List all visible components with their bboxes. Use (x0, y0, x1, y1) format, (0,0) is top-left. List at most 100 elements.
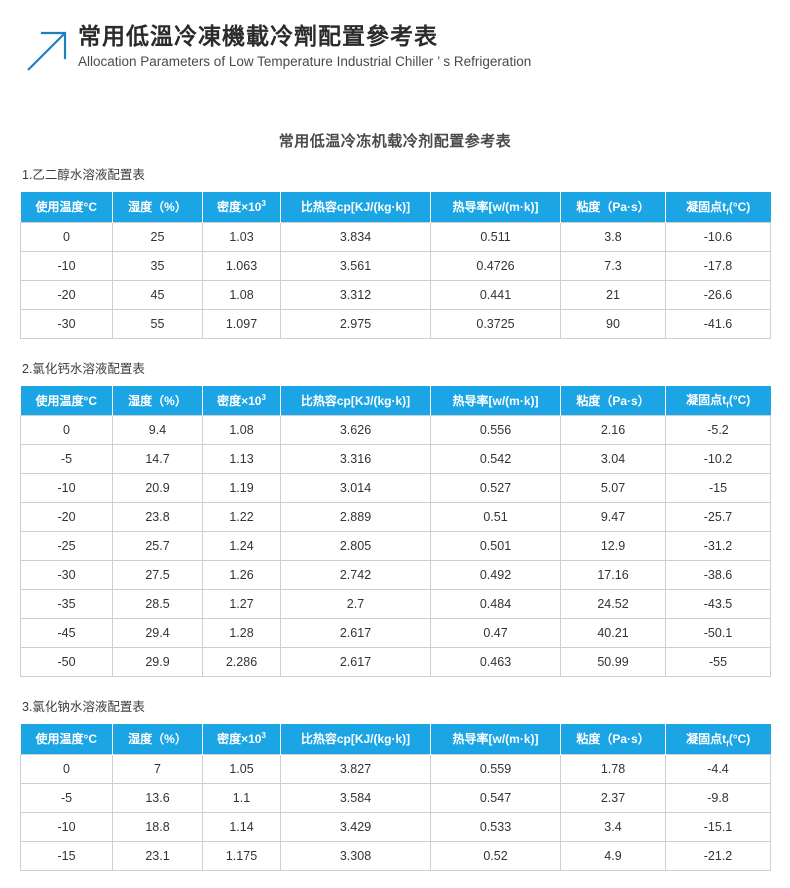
table-cell: 1.28 (202, 618, 281, 648)
table-cell: 0.501 (430, 531, 561, 561)
table-row: 0 7 1.05 3.827 0.559 1.78 -4.4 (20, 753, 771, 784)
table-cell: 1.19 (202, 473, 281, 503)
table-cell: 27.5 (112, 560, 203, 590)
table-cell: -25.7 (665, 502, 771, 532)
col-header-specific-heat: 比热容cp[KJ/(kg·k)] (280, 724, 431, 754)
table-cell: 1.22 (202, 502, 281, 532)
table-cell: 3.316 (280, 444, 431, 474)
table-cell: 18.8 (112, 811, 203, 842)
table-row: 0 9.4 1.08 3.626 0.556 2.16 -5.2 (20, 415, 771, 445)
section-label: 2.氯化钙水溶液配置表 (22, 361, 145, 376)
table-cell: 1.24 (202, 531, 281, 561)
section-calcium-chloride: 2.氯化钙水溶液配置表 使用温度°C 湿度（%） 密度×103 比热容cp[KJ… (20, 361, 771, 677)
table-cell: 3.308 (280, 840, 431, 871)
table-cell: 1.08 (202, 415, 281, 445)
table-cell: 0.542 (430, 444, 561, 474)
table-cell: 1.1 (202, 782, 281, 813)
table-cell: 17.16 (560, 560, 666, 590)
page-title: 常用低温冷冻机载冷剂配置参考表 (278, 133, 512, 150)
table-cell: -21.2 (665, 840, 771, 871)
table-cell: -31.2 (665, 531, 771, 561)
table-cell: 2.7 (280, 589, 431, 619)
table-cell: -25 (20, 531, 113, 561)
table-row: -10 35 1.063 3.561 0.4726 7.3 -17.8 (20, 250, 771, 281)
col-header-freezing-point: 凝固点tf(°C) (665, 385, 771, 416)
table-cell: 0.492 (430, 560, 561, 590)
table-cell: -43.5 (665, 589, 771, 619)
table-cell: 0 (20, 221, 113, 252)
table-cell: 3.04 (560, 444, 666, 474)
table-row: -30 55 1.097 2.975 0.3725 90 -41.6 (20, 308, 771, 339)
section-sodium-chloride: 3.氯化钠水溶液配置表 使用温度°C 湿度（%） 密度×103 比热容cp[KJ… (20, 699, 771, 871)
table-cell: 2.889 (280, 502, 431, 532)
table-cell: 0.4726 (430, 250, 561, 281)
col-header-density: 密度×103 (202, 192, 281, 222)
table-cell: -35 (20, 589, 113, 619)
table-cell: 0 (20, 753, 113, 784)
col-header-density-exponent: 3 (261, 199, 266, 209)
arrow-up-right-icon (22, 24, 74, 76)
col-header-density-base: 密度×10 (217, 200, 262, 215)
table-cell: -5 (20, 444, 113, 474)
section-ethylene-glycol: 1.乙二醇水溶液配置表 使用温度°C 湿度（%） 密度×103 比热容cp[KJ… (20, 167, 771, 339)
col-header-freezing-point-pre: 凝固点t (686, 731, 727, 746)
table-cell: -20 (20, 502, 113, 532)
table-cell: 2.805 (280, 531, 431, 561)
table-cell: 0.51 (430, 502, 561, 532)
table-cell: -17.8 (665, 250, 771, 281)
table-cell: -10 (20, 250, 113, 281)
header-title-en: Allocation Parameters of Low Temperature… (78, 54, 532, 69)
table-cell: 3.626 (280, 415, 431, 445)
table-cell: -5 (20, 782, 113, 813)
table-row: -20 45 1.08 3.312 0.441 21 -26.6 (20, 279, 771, 310)
table-cell: 1.097 (202, 308, 281, 339)
table-cell: 9.4 (112, 415, 203, 445)
table-cell: 23.8 (112, 502, 203, 532)
table-cell: 2.975 (280, 308, 431, 339)
table-cell: 12.9 (560, 531, 666, 561)
table-cell: 2.742 (280, 560, 431, 590)
col-header-freezing-point-post: (°C) (728, 731, 751, 746)
table-cell: 40.21 (560, 618, 666, 648)
col-header-specific-heat: 比热容cp[KJ/(kg·k)] (280, 385, 431, 416)
table-cell: 0.559 (430, 753, 561, 784)
col-header-viscosity: 粘度（Pa·s） (560, 385, 666, 416)
table-cell: 0.47 (430, 618, 561, 648)
table-cell: -30 (20, 560, 113, 590)
table-cell: 0.484 (430, 589, 561, 619)
table-cell: 2.37 (560, 782, 666, 813)
table-row: -25 25.7 1.24 2.805 0.501 12.9 -31.2 (20, 531, 771, 561)
table-cell: -38.6 (665, 560, 771, 590)
table-cell: -55 (665, 647, 771, 677)
table-cell: 3.561 (280, 250, 431, 281)
col-header-density: 密度×103 (202, 724, 281, 754)
table-cell: 13.6 (112, 782, 203, 813)
table-row: -35 28.5 1.27 2.7 0.484 24.52 -43.5 (20, 589, 771, 619)
table-cell: 1.26 (202, 560, 281, 590)
col-header-thermal-conductivity: 热导率[w/(m·k)] (430, 724, 561, 754)
table-ethylene-glycol: 使用温度°C 湿度（%） 密度×103 比热容cp[KJ/(kg·k)] 热导率… (20, 192, 771, 339)
col-header-specific-heat: 比热容cp[KJ/(kg·k)] (280, 192, 431, 222)
table-cell: 1.27 (202, 589, 281, 619)
col-header-humidity: 湿度（%） (112, 192, 203, 222)
table-cell: 25.7 (112, 531, 203, 561)
table-cell: 1.08 (202, 279, 281, 310)
table-header-row: 使用温度°C 湿度（%） 密度×103 比热容cp[KJ/(kg·k)] 热导率… (20, 724, 771, 754)
table-cell: 5.07 (560, 473, 666, 503)
table-cell: 2.617 (280, 618, 431, 648)
table-row: -50 29.9 2.286 2.617 0.463 50.99 -55 (20, 647, 771, 677)
table-row: -5 14.7 1.13 3.316 0.542 3.04 -10.2 (20, 444, 771, 474)
table-cell: 2.286 (202, 647, 281, 677)
header-text-block: 常用低溫冷凍機載冷劑配置參考表 Allocation Parameters of… (74, 22, 531, 72)
table-cell: -15.1 (665, 811, 771, 842)
table-cell: -10 (20, 473, 113, 503)
table-cell: -45 (20, 618, 113, 648)
table-cell: 55 (112, 308, 203, 339)
table-row: -20 23.8 1.22 2.889 0.51 9.47 -25.7 (20, 502, 771, 532)
table-cell: 3.8 (560, 221, 666, 252)
table-cell: 1.13 (202, 444, 281, 474)
col-header-temperature: 使用温度°C (20, 192, 113, 222)
header-title-cn: 常用低溫冷凍機載冷劑配置參考表 (78, 23, 438, 49)
table-row: -15 23.1 1.175 3.308 0.52 4.9 -21.2 (20, 840, 771, 871)
table-cell: 1.78 (560, 753, 666, 784)
